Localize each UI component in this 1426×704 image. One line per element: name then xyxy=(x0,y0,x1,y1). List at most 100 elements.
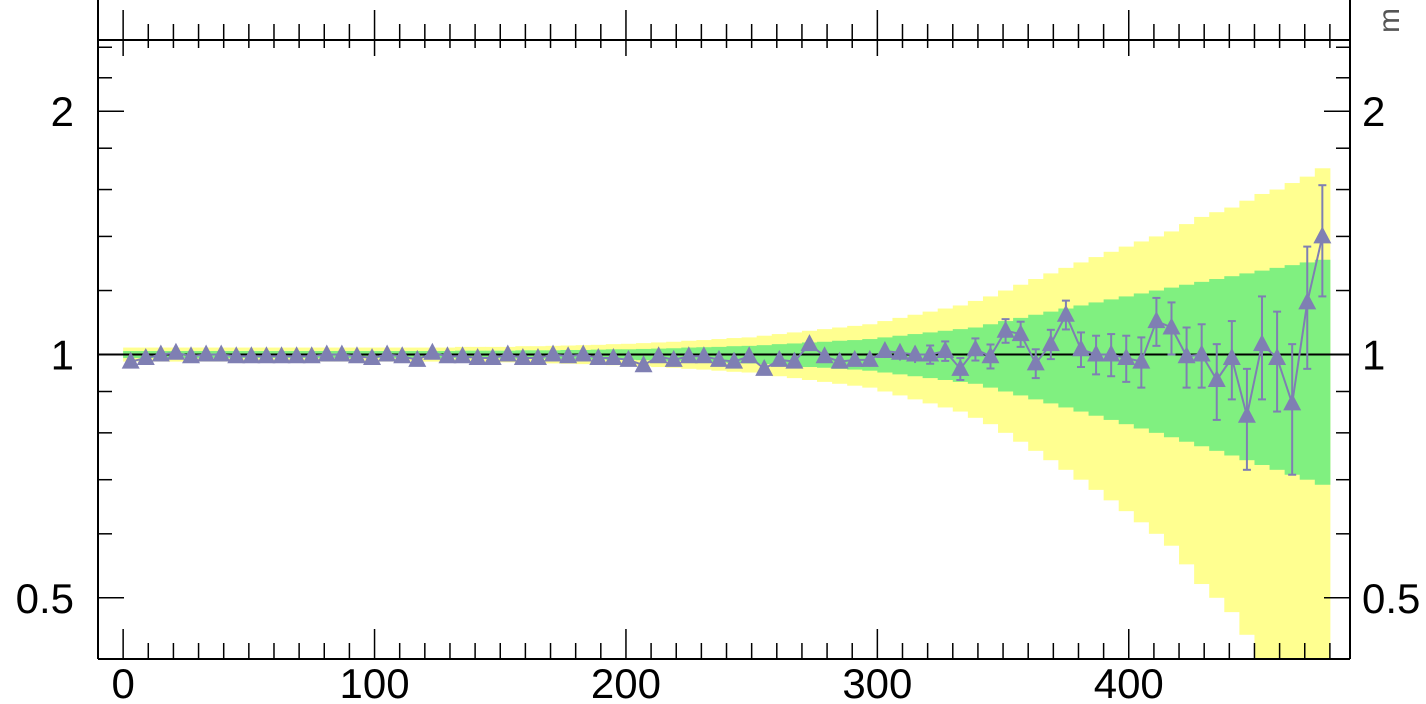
data-point xyxy=(740,346,759,364)
data-point xyxy=(393,346,412,364)
data-point xyxy=(1056,304,1075,322)
data-point xyxy=(453,346,472,364)
data-point xyxy=(589,348,608,366)
data-point xyxy=(875,341,894,359)
data-point xyxy=(860,349,879,367)
x-tick-label: 100 xyxy=(340,660,410,704)
data-point xyxy=(483,348,502,366)
data-point xyxy=(468,348,487,366)
inner-band-bin xyxy=(1314,259,1331,485)
x-tick-label: 0 xyxy=(111,660,134,704)
data-point xyxy=(317,344,336,362)
data-point xyxy=(544,344,563,362)
data-point xyxy=(166,342,185,360)
data-point xyxy=(679,346,698,364)
data-point xyxy=(694,346,713,364)
inner-band-bin xyxy=(1299,262,1316,480)
data-point xyxy=(151,344,170,362)
data-point xyxy=(528,348,547,366)
data-point xyxy=(1222,348,1241,366)
data-point xyxy=(423,342,442,360)
data-point xyxy=(1041,334,1060,352)
data-point xyxy=(1087,344,1106,362)
y-tick-label: 1 xyxy=(51,332,74,379)
data-point xyxy=(212,344,231,362)
data-point xyxy=(921,344,940,362)
data-point xyxy=(619,349,638,367)
data-point xyxy=(182,346,201,364)
data-point xyxy=(559,346,578,364)
axis-ticks xyxy=(98,10,1350,659)
data-point xyxy=(136,348,155,366)
right-y-tick-label: 2 xyxy=(1362,88,1385,135)
data-point xyxy=(332,344,351,362)
data-point xyxy=(664,349,683,367)
x-tick-label: 300 xyxy=(842,660,912,704)
data-point xyxy=(302,346,321,364)
y-tick-label: 0.5 xyxy=(16,575,74,622)
data-point xyxy=(1177,346,1196,364)
data-point xyxy=(830,351,849,369)
data-point xyxy=(1237,405,1256,423)
data-point xyxy=(363,348,382,366)
data-point xyxy=(438,346,457,364)
data-point xyxy=(1132,351,1151,369)
data-point xyxy=(936,341,955,359)
data-point xyxy=(121,351,140,369)
data-point xyxy=(498,344,517,362)
data-point xyxy=(634,355,653,373)
data-point xyxy=(378,344,397,362)
data-point xyxy=(1268,348,1287,366)
data-point xyxy=(1253,334,1272,352)
data-point xyxy=(1147,311,1166,329)
data-point xyxy=(197,344,216,362)
data-point xyxy=(996,320,1015,338)
data-point xyxy=(408,349,427,367)
data-point xyxy=(785,351,804,369)
data-point xyxy=(604,348,623,366)
y-tick-label: 2 xyxy=(51,88,74,135)
data-point xyxy=(1207,369,1226,387)
data-point xyxy=(272,346,291,364)
data-point xyxy=(770,349,789,367)
x-tick-label: 400 xyxy=(1094,660,1164,704)
data-point xyxy=(574,344,593,362)
axis-tick-labels: 0 100 200 300 400 0.5 0.5 1 1 2 2 xyxy=(16,88,1421,704)
data-point xyxy=(1298,292,1317,310)
data-point xyxy=(981,346,1000,364)
data-point xyxy=(227,346,246,364)
uncertainty-bands xyxy=(123,168,1331,660)
data-point xyxy=(287,346,306,364)
data-point xyxy=(951,358,970,376)
data-point xyxy=(815,346,834,364)
right-edge-label-fragment: m xyxy=(1373,8,1406,33)
data-point xyxy=(1071,339,1090,357)
inner-band-bin xyxy=(1058,308,1074,408)
data-point xyxy=(906,344,925,362)
data-point xyxy=(845,349,864,367)
data-point xyxy=(347,346,366,364)
data-series xyxy=(121,184,1332,476)
data-point xyxy=(513,348,532,366)
data-point xyxy=(1313,226,1332,244)
data-point xyxy=(1192,344,1211,362)
data-point xyxy=(649,346,668,364)
x-tick-label: 200 xyxy=(591,660,661,704)
data-point xyxy=(1162,317,1181,335)
data-point xyxy=(242,346,261,364)
data-point xyxy=(725,351,744,369)
data-point xyxy=(257,346,276,364)
data-point xyxy=(709,349,728,367)
right-y-tick-label: 1 xyxy=(1362,332,1385,379)
data-point xyxy=(800,334,819,352)
data-point xyxy=(1283,393,1302,411)
data-point xyxy=(755,358,774,376)
right-y-tick-label: 0.5 xyxy=(1362,575,1420,622)
data-point xyxy=(1102,344,1121,362)
axes-frame xyxy=(97,0,1351,660)
data-point xyxy=(1117,348,1136,366)
data-point xyxy=(966,339,985,357)
data-point xyxy=(890,342,909,360)
data-point xyxy=(1026,353,1045,371)
